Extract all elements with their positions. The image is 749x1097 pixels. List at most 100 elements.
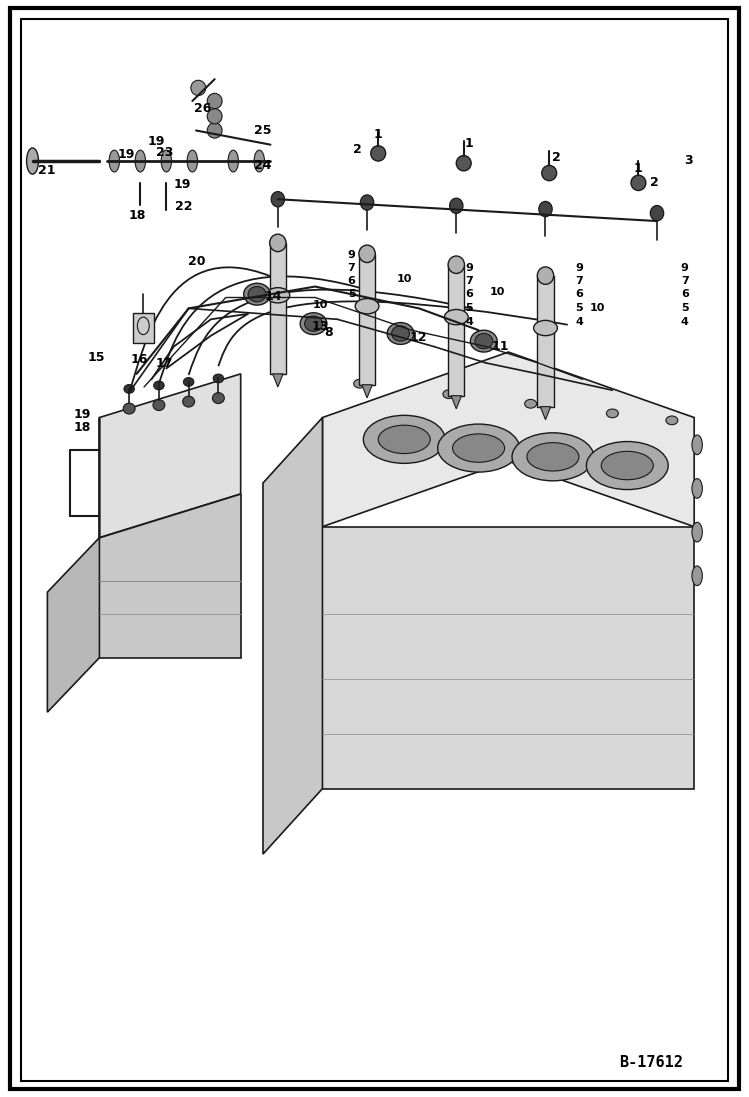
Ellipse shape <box>692 566 703 586</box>
Ellipse shape <box>392 326 410 341</box>
Text: 1: 1 <box>634 162 643 174</box>
Ellipse shape <box>207 123 222 138</box>
Polygon shape <box>448 264 464 396</box>
Ellipse shape <box>607 409 619 418</box>
Ellipse shape <box>243 283 270 305</box>
Ellipse shape <box>266 287 290 303</box>
Ellipse shape <box>161 150 172 172</box>
Text: 2: 2 <box>650 177 659 189</box>
Ellipse shape <box>387 323 414 344</box>
Ellipse shape <box>539 202 552 217</box>
Ellipse shape <box>183 396 195 407</box>
Ellipse shape <box>692 436 703 454</box>
Ellipse shape <box>371 146 386 161</box>
Ellipse shape <box>248 286 266 302</box>
Polygon shape <box>270 242 286 374</box>
Text: 10: 10 <box>489 287 505 297</box>
Text: 12: 12 <box>410 331 427 344</box>
Ellipse shape <box>449 199 463 214</box>
Bar <box>133 313 154 343</box>
Polygon shape <box>47 418 100 712</box>
Text: 2: 2 <box>552 151 561 165</box>
Ellipse shape <box>213 393 224 404</box>
Text: 3: 3 <box>684 155 692 168</box>
Text: 24: 24 <box>254 159 272 171</box>
Text: 7: 7 <box>465 276 473 286</box>
Ellipse shape <box>448 256 464 273</box>
Ellipse shape <box>254 150 264 172</box>
Text: 7: 7 <box>348 263 356 273</box>
Ellipse shape <box>109 150 120 172</box>
Ellipse shape <box>650 205 664 220</box>
Text: 19: 19 <box>174 179 191 191</box>
Ellipse shape <box>360 195 374 211</box>
Text: 9: 9 <box>681 263 688 273</box>
Polygon shape <box>100 494 240 657</box>
Ellipse shape <box>213 374 224 383</box>
Ellipse shape <box>184 377 194 386</box>
Ellipse shape <box>124 403 135 414</box>
Text: 21: 21 <box>38 165 56 177</box>
Text: 19: 19 <box>73 407 91 420</box>
Text: 7: 7 <box>575 276 583 286</box>
Text: 25: 25 <box>254 124 272 137</box>
Ellipse shape <box>191 80 206 95</box>
Ellipse shape <box>601 451 653 479</box>
Ellipse shape <box>692 522 703 542</box>
Text: 4: 4 <box>575 317 583 327</box>
Text: 19: 19 <box>148 135 165 148</box>
Text: 10: 10 <box>313 301 328 310</box>
Ellipse shape <box>207 109 222 124</box>
Text: 14: 14 <box>264 290 282 303</box>
Polygon shape <box>100 374 240 538</box>
Text: 26: 26 <box>194 102 211 115</box>
Ellipse shape <box>26 148 38 174</box>
Text: 5: 5 <box>575 303 583 313</box>
Ellipse shape <box>631 176 646 191</box>
Ellipse shape <box>359 245 375 262</box>
Ellipse shape <box>270 234 286 251</box>
Text: 15: 15 <box>88 351 106 364</box>
Ellipse shape <box>154 381 164 389</box>
Text: 6: 6 <box>681 290 688 299</box>
Polygon shape <box>273 374 283 387</box>
Ellipse shape <box>470 330 497 352</box>
Text: 9: 9 <box>575 263 583 273</box>
Ellipse shape <box>187 150 198 172</box>
Ellipse shape <box>228 150 238 172</box>
Text: 6: 6 <box>575 290 583 299</box>
Ellipse shape <box>443 389 455 398</box>
Polygon shape <box>359 253 375 385</box>
Text: 5: 5 <box>681 303 688 313</box>
Text: 23: 23 <box>156 146 174 159</box>
Text: 18: 18 <box>128 208 145 222</box>
Ellipse shape <box>207 93 222 109</box>
Ellipse shape <box>533 320 557 336</box>
Text: 6: 6 <box>348 276 356 286</box>
Polygon shape <box>263 418 323 855</box>
Polygon shape <box>540 407 551 420</box>
Text: 11: 11 <box>491 340 509 353</box>
Ellipse shape <box>153 399 165 410</box>
Text: 6: 6 <box>465 290 473 299</box>
Ellipse shape <box>537 267 554 284</box>
Ellipse shape <box>355 298 379 314</box>
Polygon shape <box>451 396 461 409</box>
Ellipse shape <box>378 426 430 453</box>
Ellipse shape <box>542 166 557 181</box>
Text: 4: 4 <box>681 317 688 327</box>
Ellipse shape <box>586 441 668 489</box>
Ellipse shape <box>354 380 366 388</box>
Ellipse shape <box>135 150 145 172</box>
Text: 17: 17 <box>155 358 173 371</box>
Ellipse shape <box>512 433 594 480</box>
Text: 16: 16 <box>130 353 148 366</box>
Text: 19: 19 <box>118 148 136 161</box>
Text: 4: 4 <box>465 317 473 327</box>
Ellipse shape <box>444 309 468 325</box>
Ellipse shape <box>452 434 505 462</box>
Ellipse shape <box>305 316 323 331</box>
Polygon shape <box>323 352 694 527</box>
Polygon shape <box>323 527 694 789</box>
Ellipse shape <box>475 333 493 349</box>
